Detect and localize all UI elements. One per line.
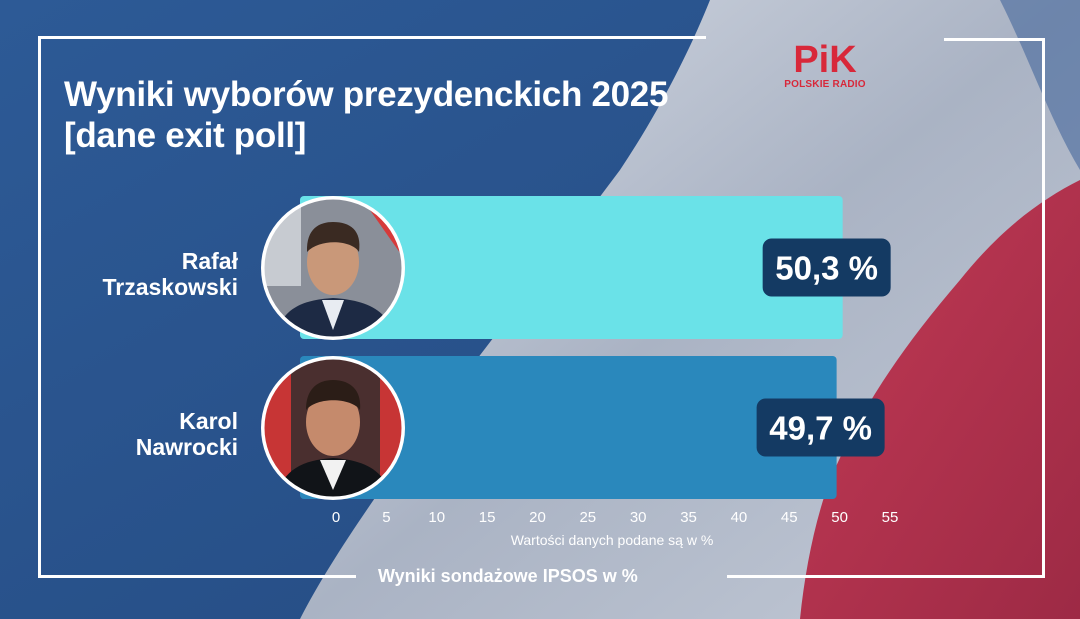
candidate-name-trzaskowski: Rafał Trzaskowski [38,248,238,300]
x-tick-label: 50 [831,509,848,526]
frame-top-right [944,38,1045,41]
value-badge: 50,3 % [762,238,891,297]
title-line-2: [dane exit poll] [64,116,307,155]
title-line-1: Wyniki wyborów prezydenckich 2025 [64,75,669,114]
frame-bottom-left [38,575,356,578]
frame-top-left [38,36,706,39]
first-name: Karol [179,408,238,434]
bar-trzaskowski [300,196,843,339]
logo-subtitle: POLSKIE RADIO [784,79,866,90]
x-tick-label: 15 [479,509,496,526]
x-tick-label: 30 [630,509,647,526]
value-badge-bg [762,238,891,297]
source-note: Wyniki sondażowe IPSOS w % [378,566,638,586]
last-name: Nawrocki [135,434,238,460]
x-tick-label: 35 [680,509,697,526]
avatar-nawrocki [261,356,405,500]
x-tick-label: 20 [529,509,546,526]
chart-title: Wyniki wyborów prezydenckich 2025 [dane … [64,74,668,156]
last-name: Trzaskowski [102,274,238,300]
logo-text: PiK [793,39,857,81]
polskie-radio-logo: PiK [793,39,857,81]
x-tick-label: 55 [882,509,899,526]
x-axis-label: Wartości danych podane są w % [511,532,714,548]
x-tick-label: 0 [332,509,340,526]
avatar-trzaskowski [261,196,405,340]
frame-right [1042,38,1045,578]
x-tick-label: 5 [382,509,390,526]
value-badge-bg [756,398,885,457]
x-tick-label: 10 [428,509,445,526]
candidate-name-nawrocki: Karol Nawrocki [38,408,238,460]
frame-bottom-right [727,575,1045,578]
frame-left [38,36,41,578]
value-label: 50,3 % [775,250,878,287]
first-name: Rafał [181,248,238,274]
bar-nawrocki [300,356,837,499]
x-tick-label: 40 [731,509,748,526]
value-badge: 49,7 % [756,398,885,457]
x-tick-label: 25 [579,509,596,526]
value-label: 49,7 % [769,410,872,447]
x-tick-label: 45 [781,509,798,526]
